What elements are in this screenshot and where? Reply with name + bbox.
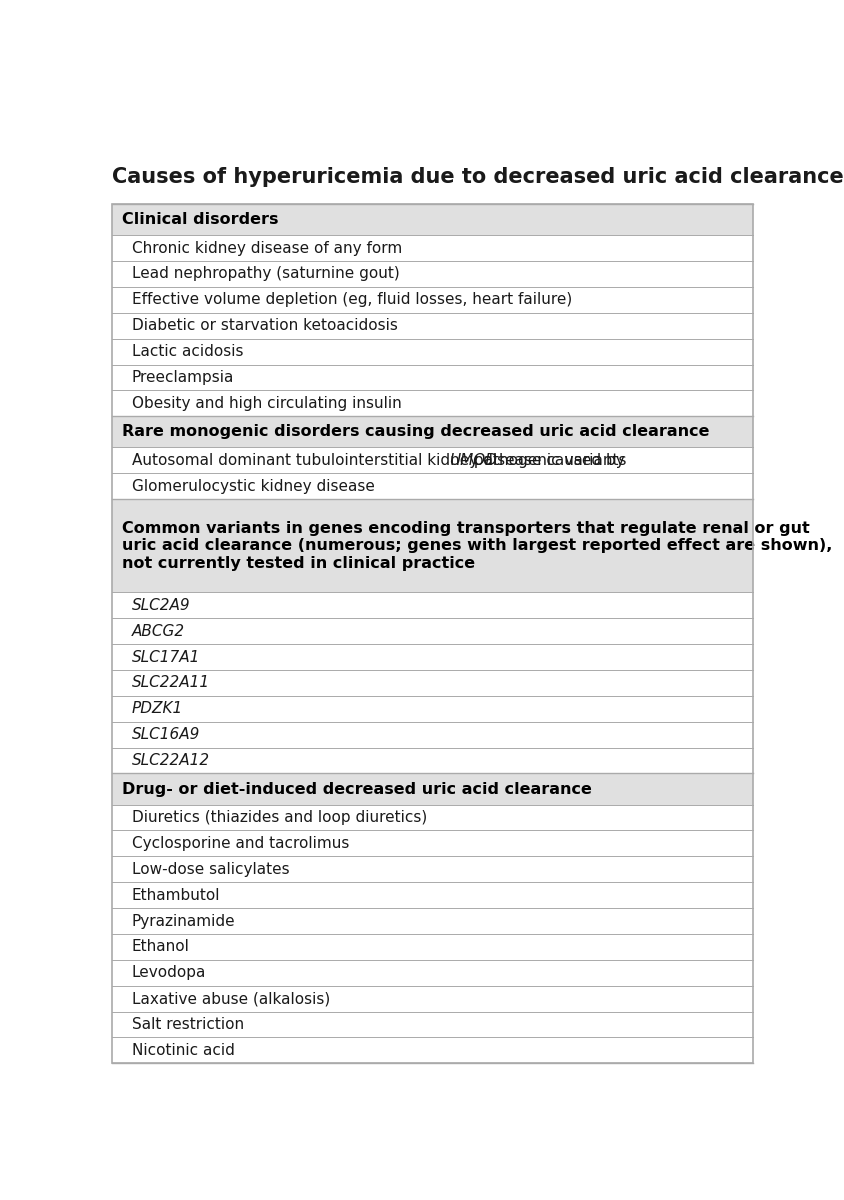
Text: Obesity and high circulating insulin: Obesity and high circulating insulin: [132, 396, 402, 410]
Bar: [112, 287, 753, 313]
Bar: [112, 696, 753, 721]
Bar: [112, 390, 753, 416]
Bar: [112, 499, 753, 593]
Text: Drug- or diet-induced decreased uric acid clearance: Drug- or diet-induced decreased uric aci…: [122, 781, 592, 797]
Text: Causes of hyperuricemia due to decreased uric acid clearance: Causes of hyperuricemia due to decreased…: [112, 167, 844, 187]
Bar: [112, 448, 753, 473]
Bar: [112, 748, 753, 774]
Text: Lactic acidosis: Lactic acidosis: [132, 344, 243, 359]
Text: Common variants in genes encoding transporters that regulate renal or gut uric a: Common variants in genes encoding transp…: [122, 521, 832, 571]
Text: SLC22A12: SLC22A12: [132, 754, 210, 768]
Text: PDZK1: PDZK1: [132, 701, 183, 716]
Text: Diuretics (thiazides and loop diuretics): Diuretics (thiazides and loop diuretics): [132, 810, 427, 824]
Bar: [112, 313, 753, 338]
Bar: [112, 934, 753, 960]
Text: pathogenic variants: pathogenic variants: [469, 452, 626, 468]
Bar: [112, 416, 753, 448]
Text: ABCG2: ABCG2: [132, 624, 185, 638]
Bar: [112, 262, 753, 287]
Bar: [112, 618, 753, 644]
Text: SLC16A9: SLC16A9: [132, 727, 200, 742]
Bar: [112, 882, 753, 908]
Text: Salt restriction: Salt restriction: [132, 1018, 244, 1032]
Bar: [112, 908, 753, 934]
Text: Chronic kidney disease of any form: Chronic kidney disease of any form: [132, 240, 402, 256]
Text: Low-dose salicylates: Low-dose salicylates: [132, 862, 289, 877]
Text: Glomerulocystic kidney disease: Glomerulocystic kidney disease: [132, 479, 375, 493]
Bar: [112, 204, 753, 235]
Bar: [112, 644, 753, 670]
Text: Lead nephropathy (saturnine gout): Lead nephropathy (saturnine gout): [132, 266, 399, 282]
Bar: [112, 960, 753, 985]
Text: Autosomal dominant tubulointerstitial kidney disease caused by: Autosomal dominant tubulointerstitial ki…: [132, 452, 630, 468]
Text: Ethambutol: Ethambutol: [132, 888, 220, 902]
Text: Cyclosporine and tacrolimus: Cyclosporine and tacrolimus: [132, 836, 349, 851]
Bar: [112, 985, 753, 1012]
Text: Laxative abuse (alkalosis): Laxative abuse (alkalosis): [132, 991, 330, 1006]
Bar: [112, 365, 753, 390]
Text: SLC17A1: SLC17A1: [132, 649, 200, 665]
Text: SLC2A9: SLC2A9: [132, 598, 190, 613]
Text: Clinical disorders: Clinical disorders: [122, 212, 279, 227]
Text: Pyrazinamide: Pyrazinamide: [132, 913, 235, 929]
Bar: [112, 1038, 753, 1063]
Text: Diabetic or starvation ketoacidosis: Diabetic or starvation ketoacidosis: [132, 318, 398, 334]
Text: SLC22A11: SLC22A11: [132, 676, 210, 690]
Bar: [112, 338, 753, 365]
Text: UMOD: UMOD: [449, 452, 497, 468]
Text: Effective volume depletion (eg, fluid losses, heart failure): Effective volume depletion (eg, fluid lo…: [132, 293, 572, 307]
Bar: [112, 670, 753, 696]
Bar: [112, 473, 753, 499]
Bar: [112, 857, 753, 882]
Text: Rare monogenic disorders causing decreased uric acid clearance: Rare monogenic disorders causing decreas…: [122, 425, 709, 439]
Bar: [112, 804, 753, 830]
Bar: [112, 235, 753, 262]
Bar: [112, 593, 753, 618]
Bar: [112, 830, 753, 857]
Text: Nicotinic acid: Nicotinic acid: [132, 1043, 235, 1058]
Bar: [112, 1012, 753, 1038]
Text: Ethanol: Ethanol: [132, 940, 190, 954]
Bar: [112, 721, 753, 748]
Bar: [112, 774, 753, 804]
Text: Preeclampsia: Preeclampsia: [132, 370, 234, 385]
Text: Levodopa: Levodopa: [132, 965, 206, 980]
